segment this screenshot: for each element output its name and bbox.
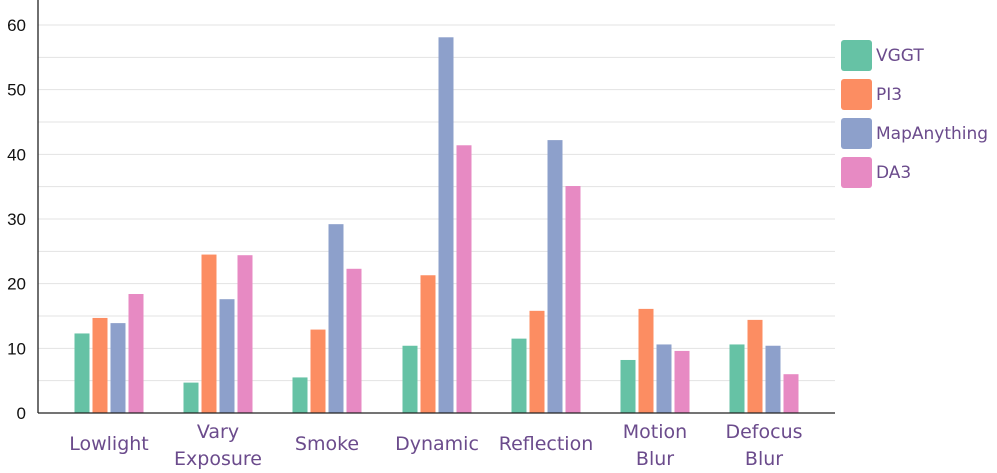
- bar-pi3-reflection: [529, 310, 545, 413]
- bar-mapanything-vary-exposure: [219, 299, 235, 413]
- bar-mapanything-smoke: [328, 224, 344, 413]
- y-tick-label: 10: [7, 339, 26, 358]
- x-tick-label: Dynamic: [395, 433, 479, 455]
- bar-vggt-dynamic: [402, 345, 418, 413]
- legend-label-pi3: PI3: [876, 85, 902, 105]
- bar-mapanything-reflection: [547, 140, 563, 413]
- legend: VGGT PI3 MapAnything DA3: [841, 40, 988, 188]
- bar-pi3-lowlight: [92, 317, 108, 413]
- y-tick-label: 50: [7, 81, 26, 100]
- x-tick-labels: Lowlight Vary Exposure Smoke Dynamic Reflecti…: [69, 421, 802, 470]
- bar-mapanything-defocus-blur: [765, 345, 781, 413]
- x-tick-label: Blur: [745, 448, 783, 470]
- bar-da3-motion-blur: [674, 350, 690, 413]
- y-tick-labels: 0 10 20 30 40 50 60: [7, 16, 26, 423]
- bar-pi3-dynamic: [420, 275, 436, 413]
- y-tick-label: 20: [7, 275, 26, 294]
- bar-da3-vary-exposure: [237, 255, 253, 413]
- legend-swatch-vggt: [841, 40, 872, 71]
- y-tick-label: 0: [17, 404, 26, 423]
- x-tick-label: Lowlight: [69, 433, 149, 455]
- legend-label-mapanything: MapAnything: [876, 124, 988, 144]
- legend-label-da3: DA3: [876, 163, 911, 183]
- bar-pi3-motion-blur: [638, 308, 654, 413]
- legend-swatch-mapanything: [841, 118, 872, 149]
- x-tick-label: Defocus: [725, 421, 802, 443]
- bar-da3-defocus-blur: [783, 374, 799, 413]
- bar-da3-smoke: [346, 268, 362, 413]
- bar-vggt-motion-blur: [620, 359, 636, 413]
- bar-da3-lowlight: [128, 294, 144, 413]
- x-tick-label: Reflection: [499, 433, 594, 455]
- bars: [74, 37, 799, 413]
- axes: [37, 0, 835, 414]
- y-tick-label: 60: [7, 16, 26, 35]
- x-tick-label: Smoke: [295, 433, 359, 455]
- bar-mapanything-motion-blur: [656, 344, 672, 413]
- bar-pi3-smoke: [310, 329, 326, 413]
- grid-lines: [38, 24, 835, 382]
- bar-vggt-reflection: [511, 338, 527, 413]
- legend-swatch-pi3: [841, 79, 872, 110]
- x-tick-label: Motion: [623, 421, 687, 443]
- y-tick-label: 30: [7, 210, 26, 229]
- x-tick-label: Vary: [197, 421, 239, 443]
- bar-vggt-smoke: [292, 377, 308, 413]
- bar-pi3-vary-exposure: [201, 254, 217, 413]
- x-tick-label: Blur: [636, 448, 674, 470]
- bar-mapanything-lowlight: [110, 323, 126, 413]
- bar-da3-dynamic: [456, 145, 472, 413]
- bar-vggt-vary-exposure: [183, 382, 199, 413]
- legend-label-vggt: VGGT: [876, 46, 924, 66]
- legend-swatch-da3: [841, 157, 872, 188]
- bar-vggt-lowlight: [74, 333, 90, 413]
- x-tick-label: Exposure: [174, 448, 262, 470]
- bar-vggt-defocus-blur: [729, 344, 745, 413]
- bar-da3-reflection: [565, 186, 581, 413]
- y-tick-label: 40: [7, 145, 26, 164]
- bar-mapanything-dynamic: [438, 37, 454, 413]
- bar-pi3-defocus-blur: [747, 319, 763, 413]
